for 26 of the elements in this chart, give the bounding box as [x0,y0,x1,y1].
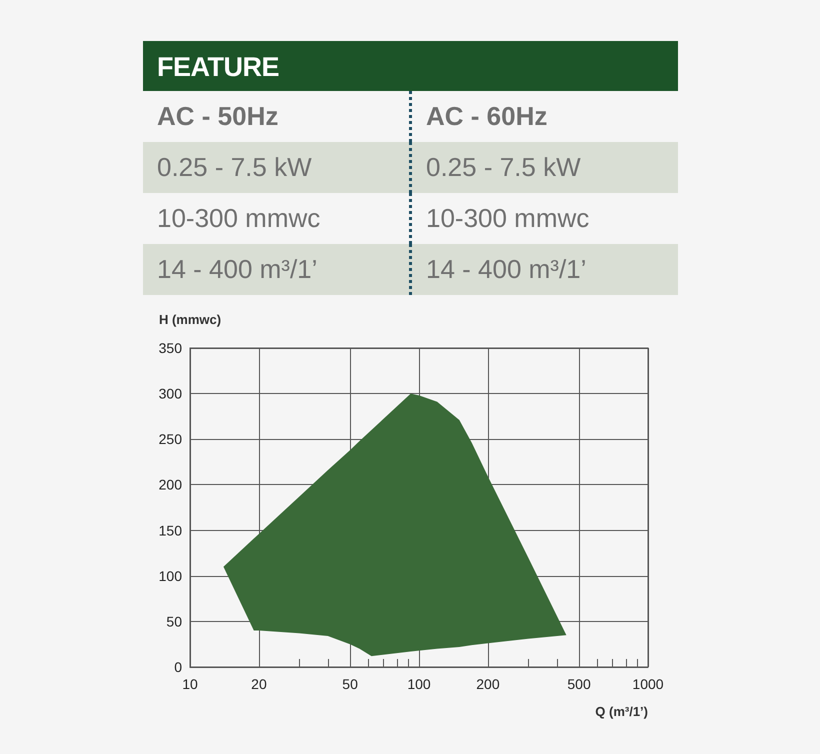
x-tick-label: 1000 [632,676,664,692]
y-tick-label: 250 [158,431,182,448]
text: 10-300 mmwc [426,203,590,233]
y-tick-label: 350 [158,340,182,356]
y-tick-label: 100 [158,568,182,584]
category-label: AC - 50Hz [156,100,280,133]
y-tick-label: 300 [158,386,182,402]
text: 0.25 - 7.5 kW [157,152,312,182]
x-tick-label: 50 [342,676,358,692]
text: FEATURE [143,41,678,91]
x-tick-label: 100 [407,676,431,692]
x-axis-title: Q (m³/1’) [595,704,648,719]
x-tick-label: 10 [182,676,198,692]
text: 14 - 400 m³/1’ [157,254,318,284]
text: 14 - 400 m³/1’ [426,254,586,284]
y-tick-label: 200 [158,476,182,493]
x-tick-label: 500 [567,676,591,692]
y-tick-label: 0 [174,659,182,675]
x-tick-label: 20 [251,676,267,692]
text: 0.25 - 7.5 kW [426,152,581,182]
text: 10-300 mmwc [157,203,320,233]
category-label: AC - 60Hz [409,91,678,142]
y-tick-label: 150 [158,522,182,538]
x-tick-label: 200 [476,676,500,692]
y-tick-label: 50 [166,613,182,630]
y-axis-title: H (mmwc) [158,312,222,327]
